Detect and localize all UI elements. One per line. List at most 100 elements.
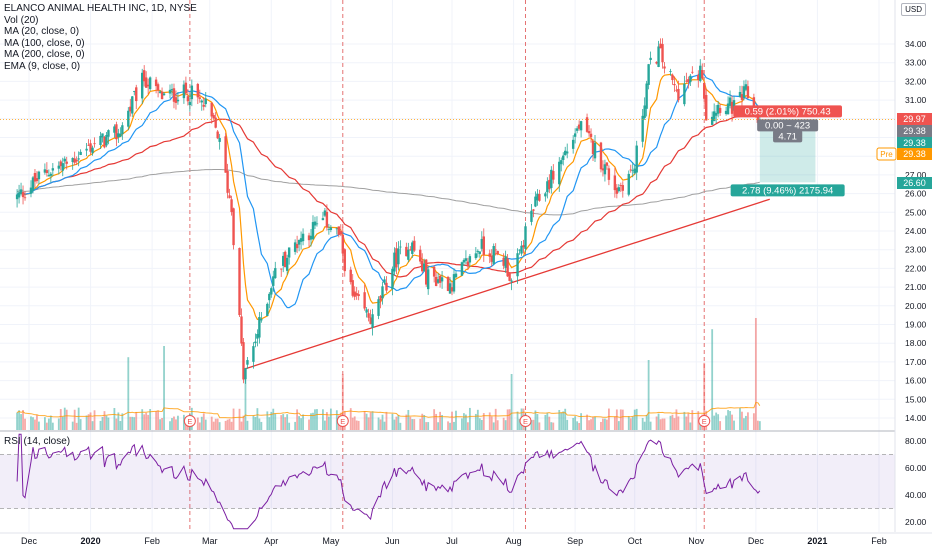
volume-bar [296, 409, 299, 430]
volume-bar [324, 420, 326, 430]
volume-bar [244, 368, 247, 430]
candle-body [170, 89, 174, 91]
candle-body [460, 262, 464, 276]
volume-bar [59, 409, 62, 430]
candle-body [407, 249, 410, 260]
volume-bar [671, 414, 674, 430]
target-price-badge[interactable]: 26.60 [897, 177, 932, 189]
candle-body [496, 250, 499, 255]
candle-body [633, 168, 636, 174]
earnings-marker[interactable]: E [183, 415, 196, 427]
earnings-marker[interactable]: E [519, 415, 532, 427]
volume-bar [711, 329, 714, 430]
ratio-label[interactable]: 4.71 [773, 130, 803, 143]
candle-body [399, 246, 402, 248]
last-price-badge[interactable]: 29.97 [897, 113, 932, 125]
stop-label[interactable]: 0.59 (2.01%) 750.43 [733, 105, 842, 118]
premarket-price-badge[interactable]: 29.38 [897, 148, 932, 160]
bid-price-badge[interactable]: 29.38 [897, 125, 932, 137]
volume-bar [675, 409, 678, 430]
volume-bar [691, 410, 694, 430]
volume-bar [143, 414, 146, 430]
candle-body [691, 71, 694, 73]
volume-bar [24, 418, 26, 430]
volume-bar [20, 414, 22, 430]
candle-body [474, 253, 478, 259]
volume-bar [602, 418, 604, 430]
target-price-badge-bg [897, 177, 932, 189]
volume-bar [683, 411, 686, 430]
volume-bar [713, 415, 716, 430]
time-tick-label: Mar [202, 536, 218, 546]
volume-bar [758, 421, 761, 430]
candle-body [560, 160, 563, 165]
volume-bar [689, 422, 692, 430]
volume-bar [135, 411, 138, 430]
volume-bar [147, 414, 150, 430]
candle-body [341, 234, 344, 254]
volume-bar [606, 419, 608, 430]
candle-body [33, 172, 37, 182]
candle-body [59, 161, 62, 167]
candle-body [635, 145, 638, 173]
volume-bar [351, 417, 354, 430]
volume-bar [256, 408, 259, 430]
risk-reward-label[interactable]: 0.00 ~ 423 [757, 119, 819, 132]
target-label[interactable]: 2.78 (9.46%) 2175.94 [730, 184, 845, 197]
volume-bar [629, 418, 632, 430]
premarket-tag[interactable]: Pre [876, 147, 897, 161]
volume-bar [36, 414, 38, 430]
volume-bar [534, 410, 537, 430]
support-trendline[interactable] [243, 198, 770, 370]
earnings-marker[interactable]: E [336, 415, 349, 427]
volume-bar [141, 409, 144, 430]
candle-body [661, 44, 664, 63]
candle-body [15, 194, 19, 200]
candle-body [377, 299, 380, 316]
candle-body [718, 107, 722, 113]
candle-body [524, 226, 527, 250]
price-tick-label: 18.00 [905, 338, 927, 348]
premarket-tag-text: Pre [880, 150, 893, 159]
candle-body [440, 277, 444, 282]
candle-body [285, 257, 289, 271]
candle-body [452, 274, 456, 292]
volume-bar [685, 416, 688, 430]
volume-bar [113, 407, 116, 430]
volume-bar [284, 417, 287, 430]
candle-body [536, 193, 539, 201]
volume-bar [300, 418, 302, 430]
volume-bar [586, 414, 588, 430]
candle-body [393, 252, 396, 272]
candle-body [280, 268, 283, 270]
volume-bar [552, 422, 555, 430]
volume-bar [169, 421, 171, 430]
volume-bar [463, 413, 465, 430]
candle-body [577, 124, 581, 129]
candle-body [728, 97, 732, 106]
volume-bar [149, 409, 152, 430]
volume-bar [216, 418, 219, 430]
volume-bar [468, 407, 471, 430]
time-tick-label: Jun [385, 536, 400, 546]
volume-bar [641, 417, 644, 430]
volume-bar [34, 419, 36, 430]
earnings-marker[interactable]: E [698, 415, 711, 427]
candle-body [585, 117, 589, 132]
volume-bar [260, 421, 263, 430]
volume-bar [492, 422, 495, 430]
price-tick-label: 24.00 [905, 226, 927, 236]
currency-label[interactable]: USD [901, 3, 926, 16]
volume-bar [335, 410, 338, 430]
volume-bar [645, 414, 648, 430]
ask-price-badge[interactable]: 29.38 [897, 137, 932, 149]
volume-bar [617, 421, 620, 430]
volume-bar [238, 408, 241, 430]
candle-body [355, 293, 358, 296]
rsi-tick-label: 20.00 [905, 517, 927, 527]
ema9-legend: EMA (9, close, 0) [4, 60, 81, 72]
volume-bar [673, 418, 676, 430]
volume-bar [73, 409, 76, 430]
